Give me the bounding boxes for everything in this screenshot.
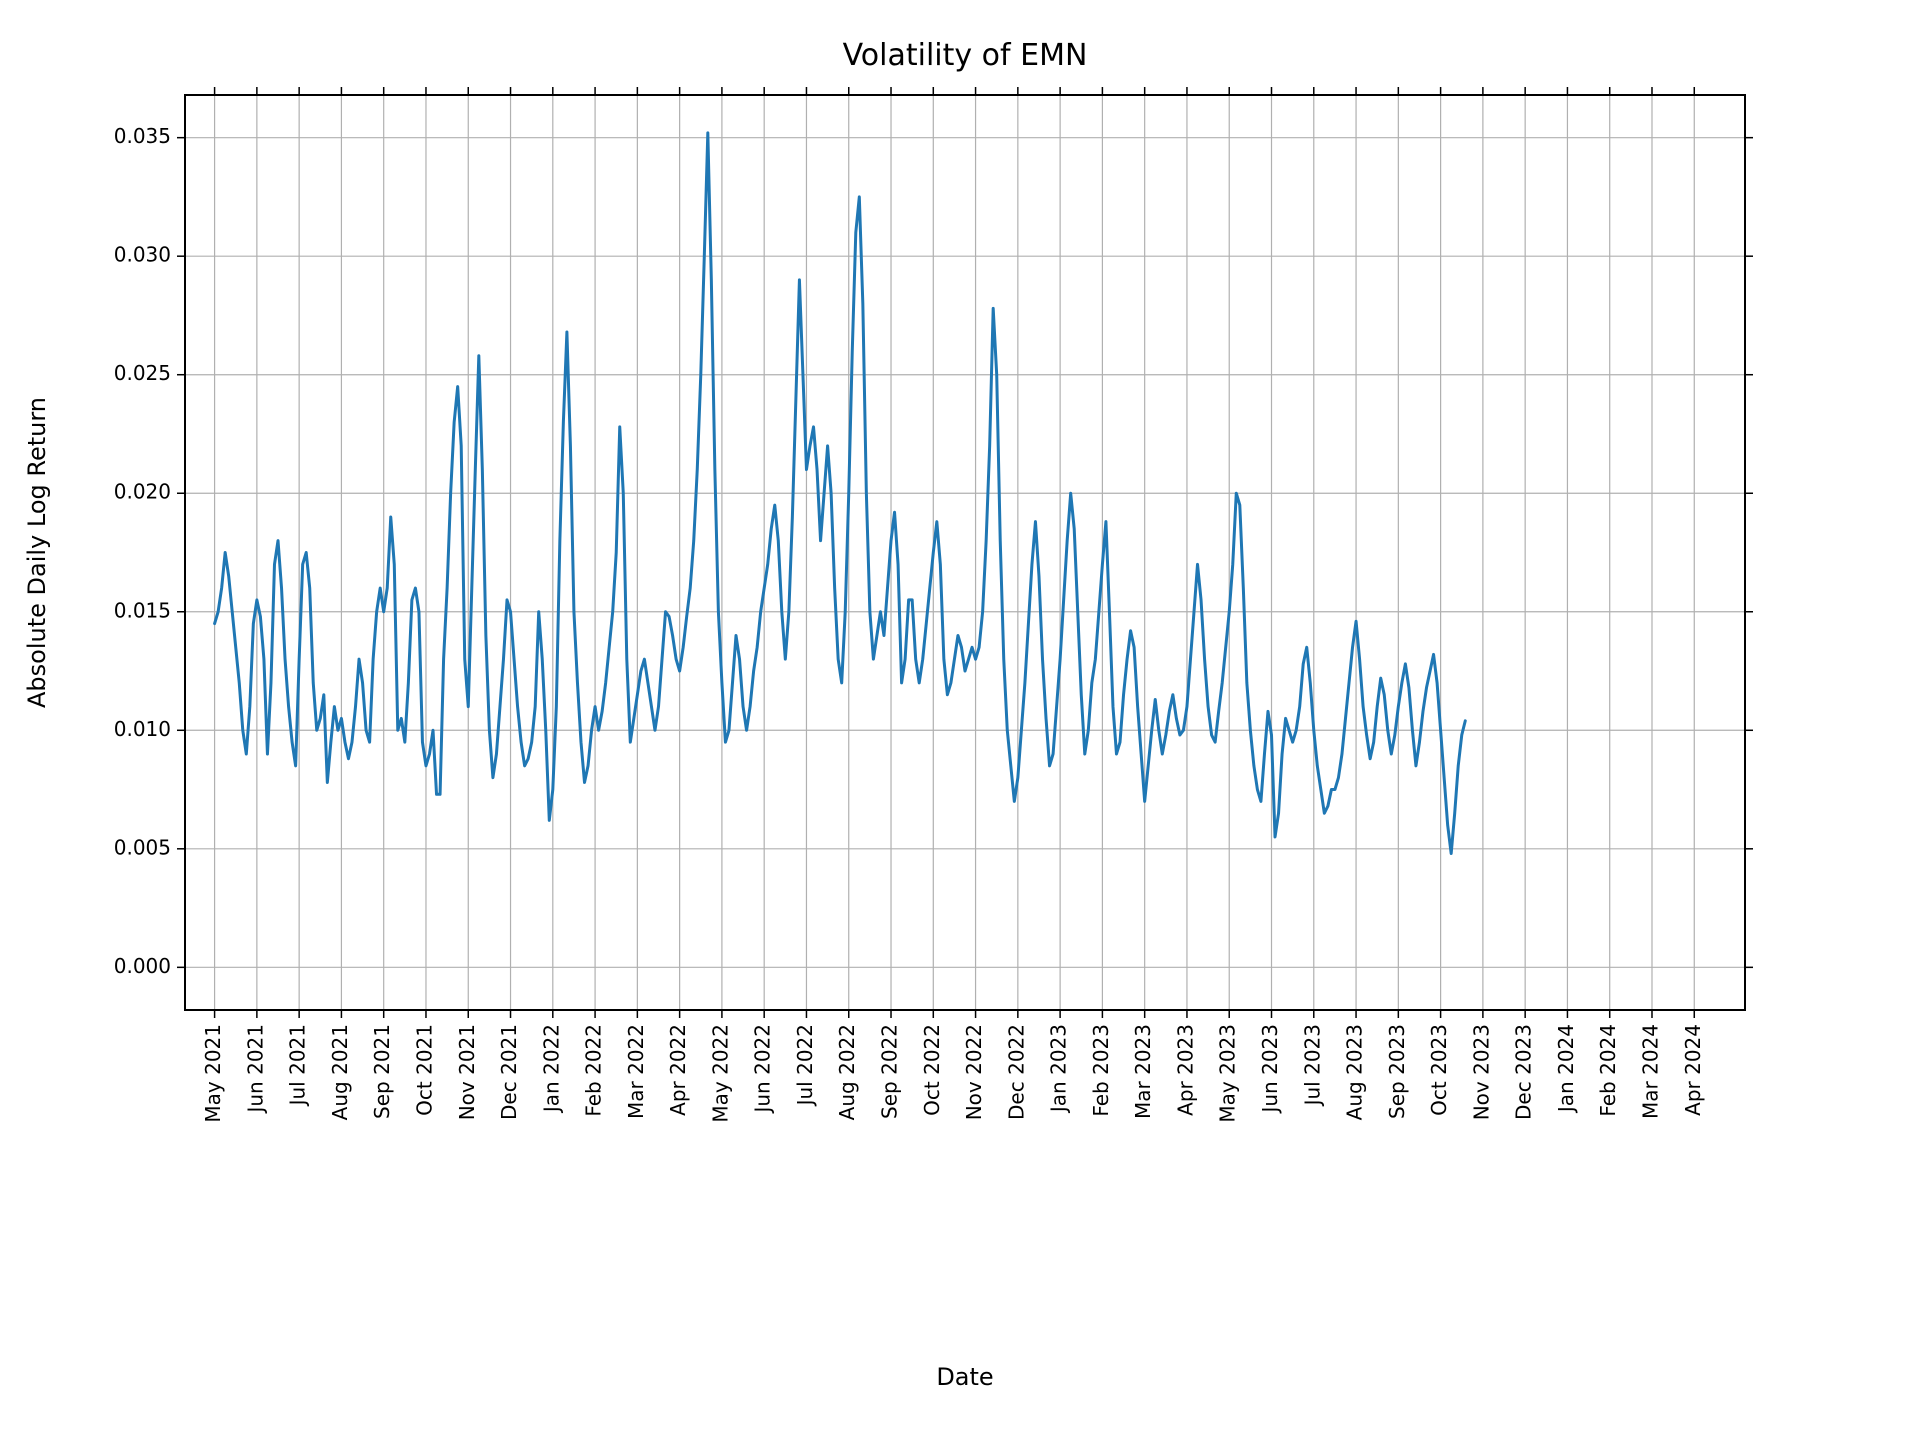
x-tick-label: Oct 2023: [1427, 1024, 1451, 1116]
x-tick-label: Oct 2022: [920, 1024, 944, 1116]
x-tick-label: Jan 2022: [539, 1024, 563, 1114]
x-tick-label: Aug 2023: [1343, 1024, 1367, 1120]
y-tick-label: 0.015: [114, 598, 171, 622]
x-tick-label: Feb 2024: [1596, 1024, 1620, 1117]
x-tick-label: Mar 2024: [1638, 1024, 1662, 1119]
x-tick-label: Nov 2023: [1469, 1024, 1493, 1120]
y-tick-label: 0.000: [114, 954, 171, 978]
chart-title: Volatility of EMN: [843, 38, 1088, 73]
x-tick-label: Sep 2021: [370, 1024, 394, 1119]
x-tick-label: Jan 2024: [1554, 1024, 1578, 1114]
x-tick-label: Dec 2021: [497, 1024, 521, 1120]
x-tick-label: Mar 2023: [1131, 1024, 1155, 1119]
x-tick-label: Jun 2021: [243, 1024, 267, 1115]
x-tick-label: Sep 2022: [878, 1024, 902, 1119]
y-axis-label: Absolute Daily Log Return: [23, 397, 51, 708]
x-tick-label: May 2023: [1216, 1024, 1240, 1123]
x-tick-label: Nov 2021: [455, 1024, 479, 1120]
x-tick-label: Apr 2023: [1173, 1024, 1197, 1116]
x-tick-label: Aug 2022: [835, 1024, 859, 1120]
x-tick-label: Dec 2023: [1512, 1024, 1536, 1120]
x-tick-label: May 2022: [708, 1024, 732, 1123]
x-tick-label: Jul 2023: [1300, 1024, 1324, 1107]
x-tick-label: Feb 2022: [582, 1024, 606, 1117]
x-tick-label: Sep 2023: [1385, 1024, 1409, 1119]
y-tick-label: 0.005: [114, 835, 171, 859]
x-tick-label: Nov 2022: [962, 1024, 986, 1120]
x-tick-label: Jul 2022: [793, 1024, 817, 1107]
x-tick-label: Dec 2022: [1004, 1024, 1028, 1120]
x-tick-label: Feb 2023: [1089, 1024, 1113, 1117]
y-tick-label: 0.010: [114, 717, 171, 741]
x-axis-label: Date: [936, 1363, 993, 1391]
x-tick-label: Aug 2021: [328, 1024, 352, 1120]
volatility-chart: 0.000 0.005 0.010 0.015 0.020 0.025 0.030 0.035…: [0, 0, 1920, 1440]
y-tick-label: 0.030: [114, 243, 171, 267]
chart-container: 0.000 0.005 0.010 0.015 0.020 0.025 0.030 0.035…: [0, 0, 1920, 1440]
x-tick-label: Oct 2021: [412, 1024, 436, 1116]
x-tick-label: Apr 2024: [1681, 1024, 1705, 1116]
x-tick-label: Jun 2022: [751, 1024, 775, 1115]
x-tick-label: Jan 2023: [1047, 1024, 1071, 1114]
y-tick-label: 0.020: [114, 480, 171, 504]
y-tick-label: 0.025: [114, 361, 171, 385]
x-tick-label: Apr 2022: [666, 1024, 690, 1116]
x-tick-label: Mar 2022: [624, 1024, 648, 1119]
x-tick-label: May 2021: [201, 1024, 225, 1123]
y-tick-label: 0.035: [114, 124, 171, 148]
x-tick-label: Jul 2021: [286, 1024, 310, 1107]
x-tick-label: Jun 2023: [1258, 1024, 1282, 1115]
